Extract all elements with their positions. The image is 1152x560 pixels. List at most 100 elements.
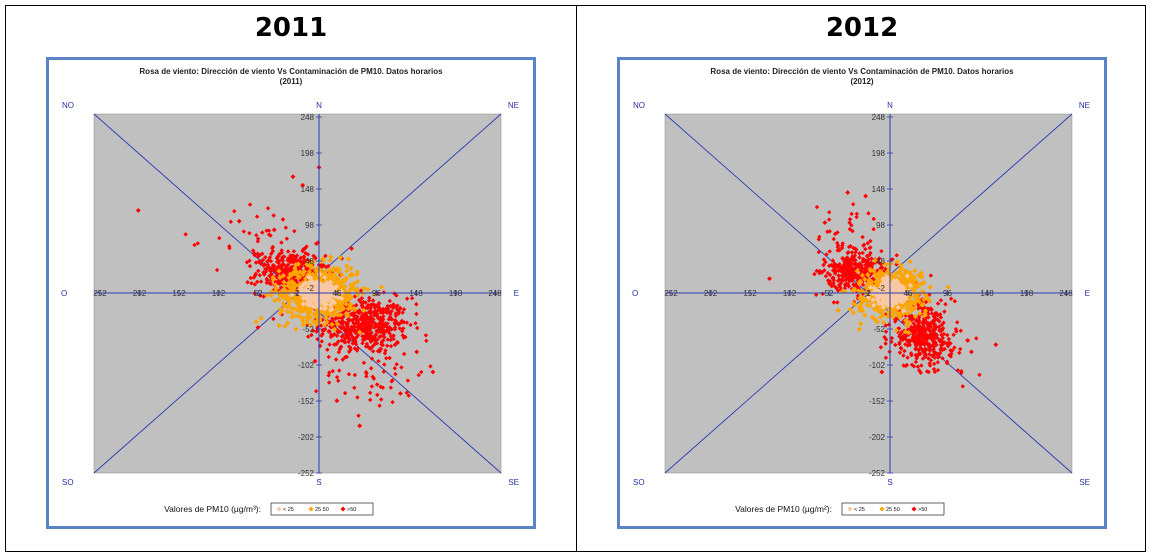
data-point [872,283,878,289]
data-point [918,338,923,344]
data-point [377,403,382,408]
data-point [902,348,907,354]
legend-marker [847,506,853,512]
data-point [340,316,345,321]
data-point [401,326,406,331]
data-point [938,315,944,320]
data-point [378,308,383,313]
data-point [822,220,828,226]
data-point [401,307,407,312]
data-point [884,302,890,308]
data-point [326,354,331,360]
data-point [875,271,881,277]
data-point [276,322,282,329]
data-point [236,218,242,224]
data-point [900,308,907,314]
data-point [927,284,933,290]
data-point [936,352,942,357]
data-point [878,308,884,314]
data-point [282,323,288,329]
y-tick-label: 148 [301,185,315,194]
data-point [359,303,365,309]
data-point [904,323,910,329]
data-point [366,298,372,303]
data-point [862,312,868,318]
data-point [364,335,370,340]
data-point [914,356,919,361]
data-point [271,213,276,218]
data-point [355,395,360,400]
data-point [306,294,312,301]
data-point [393,313,399,319]
data-point [895,304,901,311]
data-point [827,210,832,215]
data-point [939,327,945,333]
legend-label: 25 50 [886,507,900,513]
data-point [367,327,372,332]
data-point [327,302,334,308]
data-point [252,282,258,287]
data-point [825,270,831,276]
data-point [368,302,374,307]
data-point [913,298,919,304]
data-point [906,305,913,311]
data-point [819,270,825,275]
data-point [232,209,237,214]
data-point [904,306,910,312]
data-point [256,254,261,259]
data-point [915,272,922,278]
data-point [272,264,277,269]
data-point [381,330,387,335]
data-point [280,294,286,300]
data-point [305,266,310,271]
data-point [321,287,327,293]
x-tick-label: 148 [980,289,994,298]
data-point [333,267,339,273]
data-point [862,266,868,271]
data-point [285,262,291,267]
data-point [912,291,919,297]
data-point [948,354,954,359]
data-point [401,351,407,357]
data-point [933,312,938,318]
data-point [911,287,917,294]
data-point [284,264,289,270]
x-tick-label: 198 [1020,289,1034,298]
data-point [393,311,398,316]
data-point [875,296,881,302]
data-point [955,368,961,373]
y-tick-label: 248 [872,113,886,122]
data-point [390,399,395,405]
data-point [906,314,912,319]
data-point [326,263,331,269]
data-point [251,275,257,280]
data-point [255,239,261,244]
data-point [334,333,340,338]
data-point [907,299,913,306]
data-point [928,358,934,363]
data-point [270,277,276,283]
data-point [920,356,926,361]
data-point [334,374,340,380]
x-tick-label: 152 [743,289,757,298]
data-point [844,271,849,276]
data-point [855,274,861,280]
data-point [349,246,354,251]
data-point [266,232,272,237]
x-tick-label: 152 [172,289,186,298]
data-point [264,276,269,282]
data-point [313,267,319,273]
direction-label-so: SO [633,478,645,487]
data-point [192,242,197,248]
data-point [317,305,323,311]
data-point [261,263,266,268]
data-point [812,271,817,277]
data-point [838,281,843,286]
data-point [884,285,890,291]
data-point [404,296,410,301]
data-point [332,342,338,347]
data-point [866,211,871,216]
data-point [857,255,862,260]
data-point [340,357,346,362]
data-point [248,275,253,281]
